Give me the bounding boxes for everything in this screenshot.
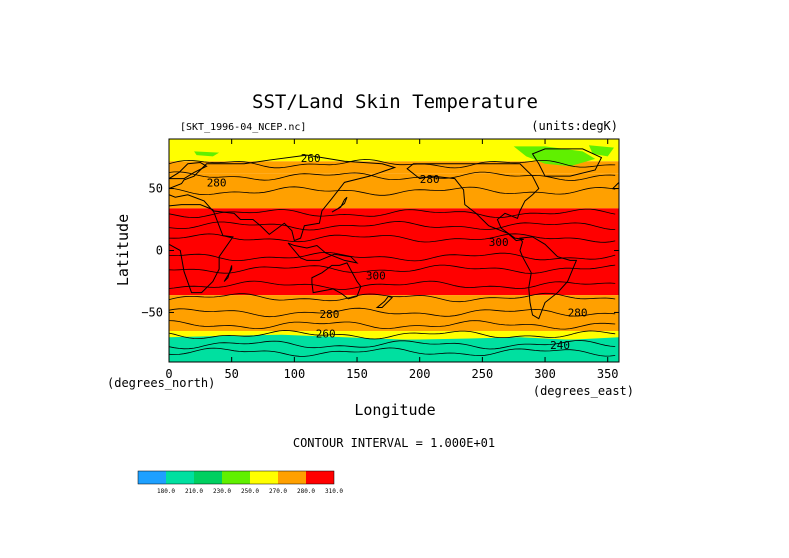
- continent-outline-3: [519, 236, 578, 320]
- contour-label-7: 260: [316, 328, 336, 341]
- x-tick-label-6: 300: [534, 367, 556, 381]
- x-tick-label-1: 50: [224, 367, 238, 381]
- colorbar-swatch-0: [138, 471, 166, 484]
- x-tick-label-4: 200: [409, 367, 431, 381]
- cold-region-2: [194, 151, 220, 157]
- x-tick-label-5: 250: [472, 367, 494, 381]
- contour-line-4: [169, 221, 616, 231]
- colorbar-level-5: 280.0: [297, 488, 315, 495]
- y-tick-label-1: 0: [156, 244, 163, 258]
- x-axis-ticks: 0 50 100 150 200 250 300 350: [165, 139, 619, 381]
- x-tick-label-7: 350: [597, 367, 619, 381]
- x-axis-label: Longitude: [354, 401, 435, 419]
- contour-interval-note: CONTOUR INTERVAL = 1.000E+01: [293, 436, 495, 450]
- temperature-band-2: [169, 173, 619, 209]
- continent-outline-8: [375, 295, 394, 308]
- temperature-band-4: [169, 295, 619, 332]
- cold-region-1: [588, 145, 614, 157]
- contour-line-1: [169, 171, 616, 181]
- contour-line-2: [169, 186, 616, 196]
- colorbar-level-6: 310.0: [325, 488, 343, 495]
- temperature-band-3: [169, 208, 619, 296]
- contour-line-0: [169, 159, 616, 169]
- continent-outline-4: [311, 262, 362, 300]
- contour-line-11: [169, 320, 616, 330]
- colorbar-frame: [137, 470, 335, 485]
- contour-line-3: [169, 208, 616, 219]
- temperature-band-0: [169, 139, 619, 162]
- colorbar-level-0: 180.0: [157, 488, 175, 495]
- contour-line-5: [169, 233, 616, 243]
- colorbar-swatch-6: [306, 471, 334, 484]
- contour-label-1: 280: [420, 173, 440, 186]
- continent-outline-9: [287, 242, 359, 264]
- colorbar-level-3: 250.0: [241, 488, 259, 495]
- contour-label-2: 280: [207, 177, 227, 190]
- contour-line-10: [169, 307, 616, 318]
- colorbar-level-1: 210.0: [185, 488, 203, 495]
- colorbar-swatch-1: [166, 471, 194, 484]
- colorbar-swatch-3: [222, 471, 250, 484]
- continent-outlines: [169, 148, 619, 320]
- y-axis-label: Latitude: [114, 214, 132, 286]
- y-tick-label-0: 50: [149, 182, 163, 196]
- x-tick-label-2: 100: [284, 367, 306, 381]
- contour-label-5: 280: [320, 308, 340, 321]
- contour-label-4: 300: [366, 270, 386, 283]
- units-label: (units:degK): [531, 119, 618, 133]
- colorbar-swatch-4: [250, 471, 278, 484]
- colorbar-swatch-2: [194, 471, 222, 484]
- y-units-label: (degrees_north): [107, 376, 215, 390]
- continent-outline-10: [169, 162, 208, 180]
- contour-line-8: [169, 280, 616, 290]
- contour-label-group: 260 280 280 300 300 280 280 260 240: [207, 152, 588, 352]
- x-tick-label-3: 150: [346, 367, 368, 381]
- contour-line-9: [169, 292, 616, 303]
- continent-outline-2: [406, 163, 540, 242]
- plot-area: [169, 139, 619, 362]
- cold-region-0: [513, 146, 596, 167]
- contour-label-3: 300: [489, 236, 509, 249]
- contour-line-7: [169, 264, 616, 274]
- contour-line-12: [169, 330, 616, 340]
- continent-outline-0: [169, 204, 234, 294]
- contour-label-0: 260: [301, 152, 321, 165]
- y-axis-ticks: 50 0 −50: [141, 182, 619, 319]
- x-tick-label-0: 0: [165, 367, 172, 381]
- colorbar: 180.0 210.0 230.0 250.0 270.0 280.0 310.0: [137, 470, 343, 495]
- contour-label-6: 280: [568, 307, 588, 320]
- contour-lines: [169, 159, 616, 357]
- colorbar-level-2: 230.0: [213, 488, 231, 495]
- chart-title: SST/Land Skin Temperature: [252, 91, 538, 113]
- colorbar-level-4: 270.0: [269, 488, 287, 495]
- dataset-label: [SKT_1996-04_NCEP.nc]: [180, 122, 306, 133]
- contour-line-14: [169, 347, 616, 357]
- x-units-label: (degrees_east): [533, 384, 634, 398]
- y-tick-label-2: −50: [141, 305, 163, 319]
- colorbar-swatch-5: [278, 471, 306, 484]
- continent-outline-7: [331, 196, 348, 213]
- contour-line-6: [169, 251, 616, 262]
- continent-outline-1: [169, 154, 397, 242]
- contour-line-13: [169, 340, 616, 350]
- contour-label-8: 240: [550, 339, 570, 352]
